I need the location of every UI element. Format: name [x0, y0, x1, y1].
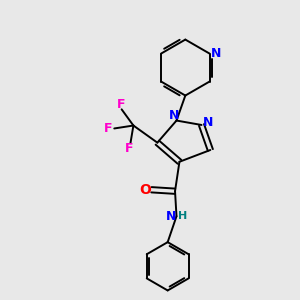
Text: N: N [166, 210, 176, 223]
Text: H: H [178, 211, 188, 221]
Text: F: F [125, 142, 133, 155]
Text: F: F [104, 122, 112, 135]
Text: N: N [211, 47, 221, 60]
Text: N: N [169, 109, 179, 122]
Text: N: N [203, 116, 213, 129]
Text: F: F [117, 98, 126, 110]
Text: O: O [140, 183, 152, 197]
